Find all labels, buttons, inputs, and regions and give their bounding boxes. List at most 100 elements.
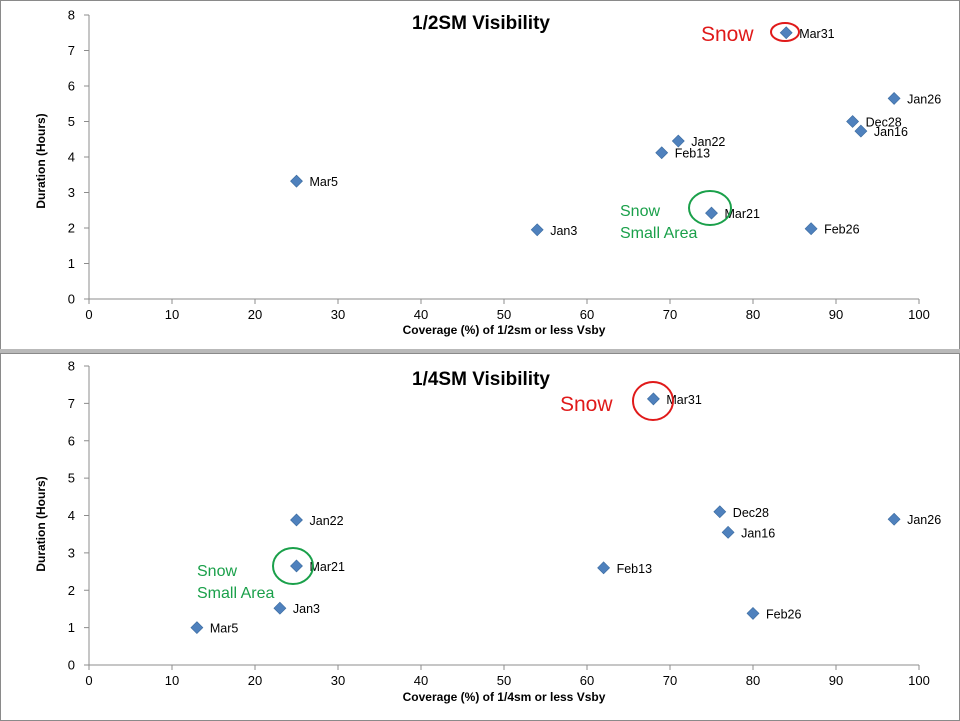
- x-tick-label: 30: [331, 307, 345, 322]
- data-point-jan3: [530, 223, 544, 237]
- y-tick-label: 7: [68, 396, 75, 411]
- data-label-dec28: Dec28: [733, 506, 769, 520]
- data-label-mar21: Mar21: [725, 207, 760, 221]
- data-label-feb26: Feb26: [824, 223, 859, 237]
- data-label-jan22: Jan22: [691, 135, 725, 149]
- data-point-jan22: [671, 134, 685, 148]
- chart-title: 1/2SM Visibility: [412, 13, 550, 34]
- data-point-feb26: [804, 222, 818, 236]
- data-point-jan26: [887, 512, 901, 526]
- y-tick-label: 0: [68, 292, 75, 307]
- x-tick-label: 90: [829, 673, 843, 688]
- y-tick-label: 0: [68, 658, 75, 673]
- data-point-jan3: [273, 601, 287, 615]
- x-tick-label: 60: [580, 673, 594, 688]
- x-tick-label: 0: [85, 307, 92, 322]
- x-tick-label: 10: [165, 673, 179, 688]
- x-tick-label: 0: [85, 673, 92, 688]
- x-tick-label: 60: [580, 307, 594, 322]
- data-label-feb13: Feb13: [617, 562, 652, 576]
- x-tick-label: 40: [414, 673, 428, 688]
- y-tick-label: 1: [68, 620, 75, 635]
- data-label-dec28: Dec28: [866, 116, 902, 130]
- y-tick-label: 6: [68, 433, 75, 448]
- data-point-feb13: [597, 561, 611, 575]
- data-label-jan16: Jan16: [741, 526, 775, 540]
- data-label-mar21: Mar21: [310, 560, 345, 574]
- annotation-snow: Snow: [560, 393, 613, 416]
- data-label-jan16: Jan16: [874, 125, 908, 139]
- data-label-feb26: Feb26: [766, 607, 801, 621]
- y-axis-label: Duration (Hours): [34, 476, 48, 571]
- y-tick-label: 8: [68, 8, 75, 23]
- x-tick-label: 90: [829, 307, 843, 322]
- x-tick-label: 50: [497, 673, 511, 688]
- annotation-line-2: Small Area: [197, 585, 274, 602]
- y-tick-label: 6: [68, 79, 75, 94]
- annotation-line-1: Snow: [197, 563, 237, 580]
- data-label-mar31: Mar31: [666, 393, 701, 407]
- data-label-mar31: Mar31: [799, 27, 834, 41]
- y-tick-label: 7: [68, 43, 75, 58]
- x-tick-label: 70: [663, 307, 677, 322]
- y-tick-label: 1: [68, 256, 75, 271]
- annotation-snow-small-area: Snow Small Area: [620, 203, 697, 242]
- data-label-jan26: Jan26: [907, 92, 941, 106]
- x-tick-label: 20: [248, 307, 262, 322]
- y-tick-label: 5: [68, 114, 75, 129]
- data-point-mar21: [290, 559, 303, 573]
- data-label-jan26: Jan26: [907, 513, 941, 527]
- x-axis-label: Coverage (%) of 1/4sm or less Vsby: [403, 690, 606, 704]
- data-point-mar5: [190, 621, 204, 635]
- data-point-mar31: [646, 392, 660, 406]
- data-label-mar5: Mar5: [210, 622, 239, 636]
- x-tick-label: 40: [414, 307, 428, 322]
- data-label-mar5: Mar5: [310, 175, 339, 189]
- y-axis-label: Duration (Hours): [34, 113, 48, 208]
- annotation-circle-snow: [632, 381, 674, 421]
- y-tick-label: 2: [68, 583, 75, 598]
- data-label-jan22: Jan22: [310, 514, 344, 528]
- data-label-jan3: Jan3: [293, 602, 320, 616]
- y-tick-label: 5: [68, 471, 75, 486]
- data-point-mar21: [705, 206, 718, 220]
- data-point-jan22: [290, 513, 303, 527]
- panel-divider: [0, 349, 960, 353]
- annotation-line-2: Small Area: [620, 225, 697, 242]
- data-point-mar31: [779, 26, 793, 40]
- data-point-feb13: [655, 146, 669, 160]
- y-tick-label: 4: [68, 150, 75, 165]
- y-tick-label: 2: [68, 221, 75, 236]
- data-label-jan3: Jan3: [550, 224, 577, 238]
- data-point-dec28: [713, 505, 727, 519]
- y-tick-label: 3: [68, 545, 75, 560]
- chart-panel-quarter-mile: 0 1 2 3 4 5 6 7 8 0 10 20 30 40 50 60 70 80 90 100 1/4SM Vis…: [0, 353, 960, 721]
- x-tick-label: 20: [248, 673, 262, 688]
- data-point-feb26: [746, 606, 760, 620]
- annotation-circle-snow-small-area: [688, 190, 732, 226]
- x-tick-label: 80: [746, 673, 760, 688]
- y-tick-label: 4: [68, 508, 75, 523]
- data-point-mar5: [290, 174, 303, 188]
- annotation-snow-small-area: Snow Small Area: [197, 563, 274, 602]
- y-tick-label: 8: [68, 359, 75, 374]
- data-point-jan26: [887, 92, 901, 105]
- x-tick-label: 100: [908, 673, 930, 688]
- data-label-feb13: Feb13: [675, 147, 710, 161]
- data-point-jan16: [721, 525, 735, 539]
- y-tick-label: 3: [68, 185, 75, 200]
- annotation-circle-snow-small-area: [272, 547, 314, 585]
- x-tick-label: 70: [663, 673, 677, 688]
- annotation-circle-snow: [770, 22, 800, 42]
- data-point-dec28: [846, 115, 860, 128]
- x-axis-label: Coverage (%) of 1/2sm or less Vsby: [403, 323, 606, 337]
- annotation-snow: Snow: [701, 23, 754, 46]
- x-tick-label: 50: [497, 307, 511, 322]
- x-tick-label: 10: [165, 307, 179, 322]
- chart-title: 1/4SM Visibility: [412, 369, 550, 390]
- annotation-line-1: Snow: [620, 203, 660, 220]
- data-point-jan16: [854, 124, 868, 138]
- x-tick-label: 80: [746, 307, 760, 322]
